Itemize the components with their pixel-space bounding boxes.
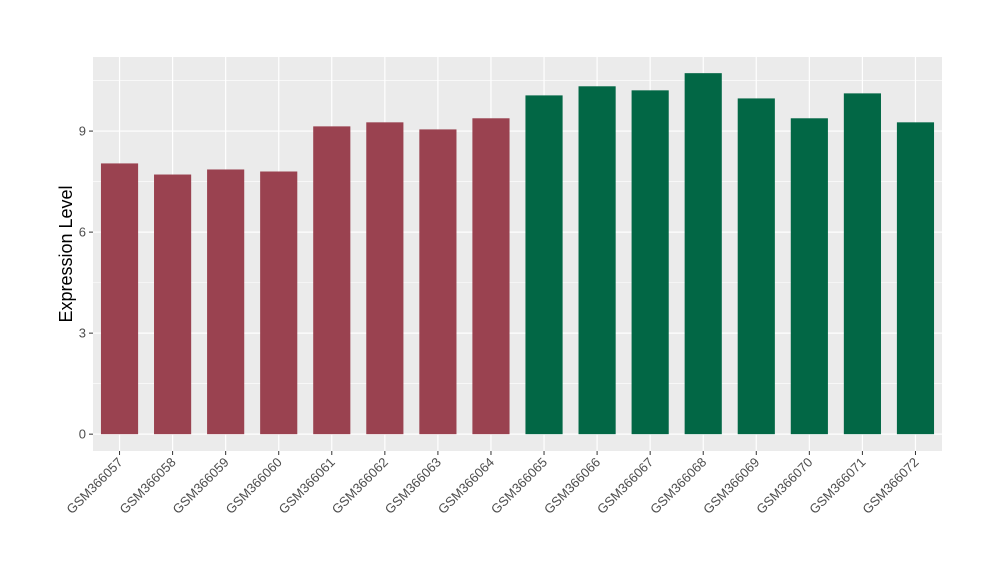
y-tick-label: 3 (79, 326, 86, 341)
x-tick-label: GSM366067 (594, 455, 656, 517)
bar-GSM366061 (313, 126, 351, 435)
bar-GSM366067 (631, 90, 669, 435)
x-tick-label: GSM366066 (541, 455, 603, 517)
x-tick-label: GSM366063 (382, 455, 444, 517)
x-tick-label: GSM366064 (435, 455, 497, 517)
bar-GSM366069 (737, 98, 775, 435)
bar-GSM366072 (896, 122, 935, 435)
y-tick-label: 9 (79, 124, 86, 139)
bar-GSM366068 (684, 73, 722, 435)
x-tick-label: GSM366062 (329, 455, 391, 517)
bar-GSM366062 (366, 122, 404, 435)
bar-GSM366066 (578, 86, 616, 435)
y-tick-label: 0 (79, 427, 86, 442)
x-tick-label: GSM366069 (700, 455, 762, 517)
x-tick-label: GSM366070 (753, 455, 815, 517)
bar-GSM366060 (260, 171, 298, 435)
bars (100, 73, 935, 435)
x-tick-label: GSM366072 (859, 455, 921, 517)
bar-GSM366065 (525, 95, 563, 435)
bar-GSM366064 (472, 118, 510, 435)
bar-GSM366070 (790, 118, 828, 435)
bar-GSM366057 (100, 163, 139, 435)
y-tick-label: 6 (79, 225, 86, 240)
bar-GSM366058 (154, 174, 192, 435)
x-tick-label: GSM366060 (223, 455, 285, 517)
x-axis: GSM366057GSM366058GSM366059GSM366060GSM3… (63, 451, 922, 517)
x-tick-label: GSM366059 (170, 455, 232, 517)
bar-GSM366071 (843, 93, 881, 435)
bar-GSM366063 (419, 129, 457, 435)
y-axis-label: Expression Level (56, 185, 76, 322)
x-tick-label: GSM366068 (647, 455, 709, 517)
x-tick-label: GSM366058 (116, 455, 178, 517)
x-tick-label: GSM366065 (488, 455, 550, 517)
bar-GSM366059 (207, 169, 245, 435)
x-tick-label: GSM366057 (63, 455, 125, 517)
y-axis: 0 3 6 9 (79, 124, 93, 442)
x-tick-label: GSM366061 (276, 455, 338, 517)
x-tick-label: GSM366071 (806, 455, 868, 517)
